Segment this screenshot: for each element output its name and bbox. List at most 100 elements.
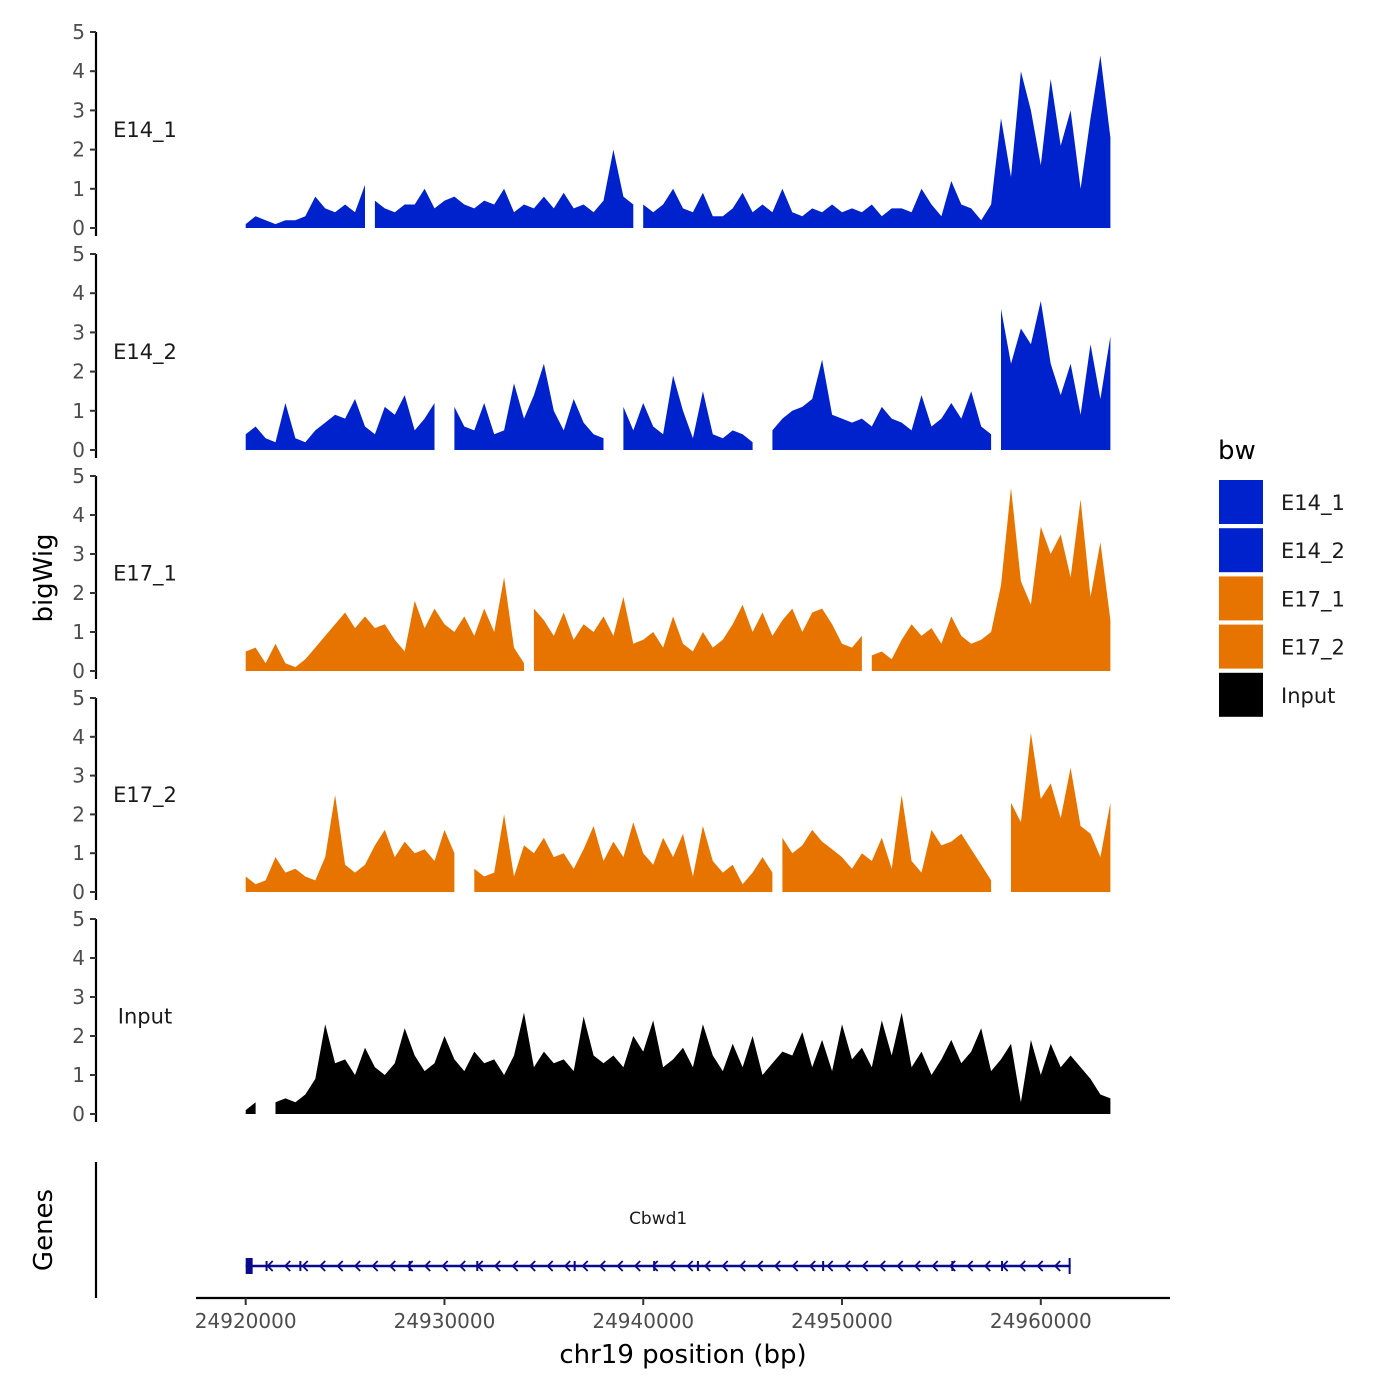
gene-exon	[1001, 1261, 1004, 1271]
legend-item-Input: Input	[1219, 672, 1335, 717]
legend-label: E17_1	[1281, 587, 1345, 612]
x-axis: 24920000 24930000 24940000 24950000 24960000…	[195, 1296, 1170, 1370]
legend-item-E14_1: E14_1	[1219, 480, 1345, 524]
strand-chevron	[896, 1260, 904, 1272]
area-Input-segment-0	[245, 1102, 256, 1114]
legend-item-E14_2: E14_2	[1219, 528, 1345, 573]
x-tick-label: 24950000	[791, 1309, 893, 1333]
y-tick-label: 3	[72, 542, 85, 566]
area-E17_2-segment-2	[782, 795, 992, 892]
y-tick-label: 4	[72, 503, 85, 527]
y-tick-label: 1	[72, 620, 85, 644]
legend-item-E17_1: E17_1	[1219, 576, 1345, 621]
strand-chevron	[948, 1260, 956, 1272]
strand-chevron	[826, 1260, 834, 1272]
area-E14_2-segment-1	[454, 363, 604, 450]
y-tick-label: 5	[72, 242, 85, 266]
y-axis-title: bigWig	[29, 533, 59, 622]
y-tick-label: 5	[72, 907, 85, 931]
gene-exon	[476, 1261, 479, 1271]
area-E14_2-segment-4	[1001, 301, 1111, 450]
area-E17_1-segment-2	[871, 487, 1111, 671]
strand-chevron	[913, 1260, 921, 1272]
strand-chevron	[668, 1260, 676, 1272]
legend-item-E17_2: E17_2	[1219, 624, 1345, 669]
strand-chevron	[1053, 1260, 1061, 1272]
x-tick-label: 24930000	[394, 1309, 496, 1333]
strand-chevron	[878, 1260, 886, 1272]
track-E14_1: 0 1 2 3 4 5 E14_1	[72, 20, 1111, 240]
gene-exon	[653, 1261, 656, 1271]
strand-chevron	[546, 1260, 554, 1272]
signal-tracks: 0 1 2 3 4 5 E14_1 0 1 2 3 4 5 E14_2 0 1 2 3 4 5 E17_1 0 1 2 3 4 5 E…	[72, 20, 1111, 1126]
legend-swatch	[1219, 576, 1263, 621]
gene-exon	[299, 1261, 302, 1271]
legend-label: E14_1	[1281, 491, 1345, 516]
strand-chevron	[581, 1260, 589, 1272]
legend: bw E14_1 E14_2 E17_1 E17_2 Input	[1218, 436, 1345, 717]
track-E14_2: 0 1 2 3 4 5 E14_2	[72, 242, 1111, 462]
strand-chevron	[686, 1260, 694, 1272]
y-tick-label: 1	[72, 399, 85, 423]
strand-chevron	[511, 1260, 519, 1272]
y-tick-label: 2	[72, 581, 85, 605]
y-tick-label: 4	[72, 59, 85, 83]
y-tick-label: 2	[72, 360, 85, 384]
legend-swatch	[1219, 672, 1263, 717]
legend-swatch	[1219, 528, 1263, 573]
x-axis-ticks: 24920000 24930000 24940000 24950000 24960000	[195, 1298, 1092, 1333]
area-E17_2-segment-1	[474, 814, 773, 892]
strand-chevron	[493, 1260, 501, 1272]
strand-chevron	[1036, 1260, 1044, 1272]
x-tick-label: 24940000	[592, 1309, 694, 1333]
area-E14_2-segment-2	[623, 375, 753, 450]
genes-track: Genes Cbwd1	[29, 1162, 1071, 1298]
y-tick-label: 1	[72, 841, 85, 865]
x-axis-title: chr19 position (bp)	[559, 1340, 806, 1370]
track-label-Input: Input	[118, 1005, 172, 1029]
y-tick-label: 3	[72, 764, 85, 788]
strand-chevron	[738, 1260, 746, 1272]
gene-name-label: Cbwd1	[629, 1209, 687, 1229]
y-tick-label: 1	[72, 177, 85, 201]
area-E14_1-segment-0	[245, 184, 365, 228]
y-tick-label: 3	[72, 98, 85, 122]
strand-chevron	[371, 1260, 379, 1272]
y-tick-label: 0	[72, 659, 85, 683]
gene-models: Cbwd1	[245, 1209, 1071, 1274]
strand-chevron	[598, 1260, 606, 1272]
track-label-E17_2: E17_2	[113, 783, 177, 808]
gene-exon	[1068, 1258, 1071, 1274]
y-tick-label: 0	[72, 438, 85, 462]
y-tick-label: 2	[72, 802, 85, 826]
legend-swatch	[1219, 624, 1263, 669]
strand-chevron	[651, 1260, 659, 1272]
strand-chevron	[406, 1260, 414, 1272]
strand-chevron	[983, 1260, 991, 1272]
y-tick-label: 1	[72, 1063, 85, 1087]
gene-exon	[265, 1261, 268, 1271]
legend-label: E17_2	[1281, 636, 1345, 661]
area-E17_1-segment-0	[245, 577, 524, 671]
track-label-E14_2: E14_2	[113, 340, 177, 365]
x-tick-label: 24920000	[195, 1309, 297, 1333]
y-tick-label: 0	[72, 216, 85, 240]
area-E14_1-segment-1	[374, 149, 634, 228]
legend-title: bw	[1218, 436, 1256, 466]
strand-chevron	[563, 1260, 571, 1272]
strand-chevron	[861, 1260, 869, 1272]
x-tick-label: 24960000	[990, 1309, 1092, 1333]
track-E17_1: 0 1 2 3 4 5 E17_1	[72, 464, 1111, 683]
gene-Cbwd1: Cbwd1	[245, 1209, 1071, 1274]
y-tick-label: 3	[72, 320, 85, 344]
legend-items: E14_1 E14_2 E17_1 E17_2 Input	[1219, 480, 1345, 717]
y-tick-label: 5	[72, 464, 85, 488]
legend-label: E14_2	[1281, 539, 1345, 564]
area-E17_2-segment-3	[1011, 732, 1111, 892]
strand-chevron	[441, 1260, 449, 1272]
strand-chevron	[633, 1260, 641, 1272]
area-E17_2-segment-0	[245, 795, 455, 892]
strand-chevron	[283, 1260, 291, 1272]
strand-chevron	[353, 1260, 361, 1272]
y-tick-label: 5	[72, 686, 85, 710]
